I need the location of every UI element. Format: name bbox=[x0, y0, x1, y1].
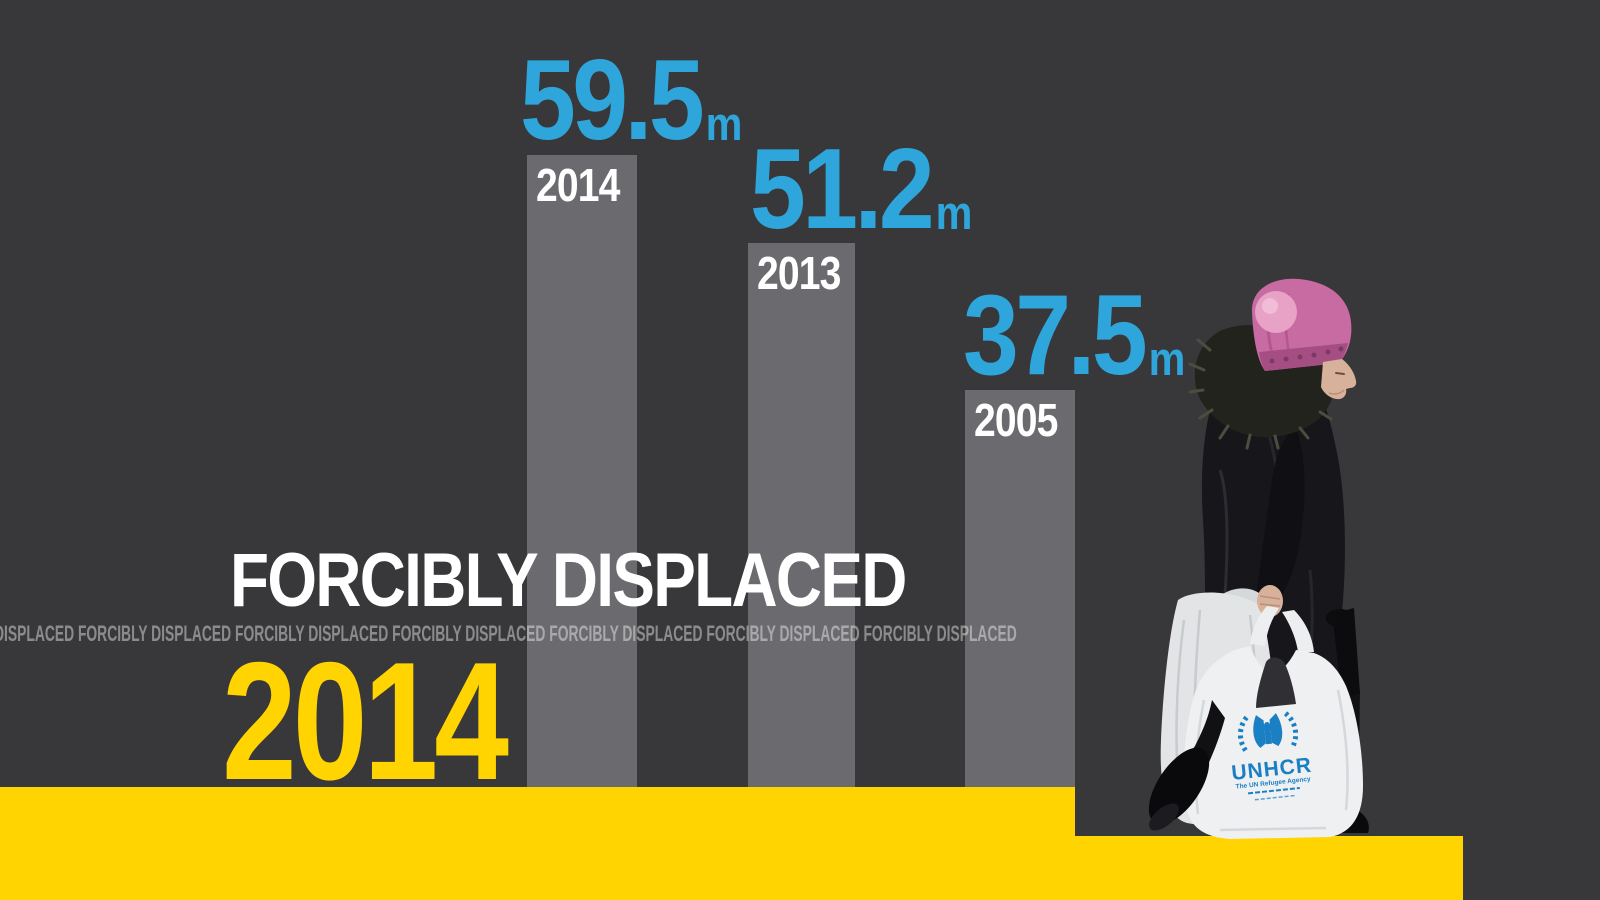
value-label-2005: 37.5 m bbox=[963, 279, 1185, 393]
bar-2005-year-label: 2005 bbox=[974, 394, 1058, 446]
coat-sleeve bbox=[1256, 428, 1305, 602]
bar-2014: 2014 bbox=[527, 155, 637, 787]
bag-handle-hole bbox=[1256, 657, 1296, 708]
bar-2013: 2013 bbox=[748, 243, 855, 787]
bar-2005: 2005 bbox=[965, 390, 1075, 787]
value-label-2013: 51.2 m bbox=[750, 133, 972, 247]
value-label-2014: 59.5 m bbox=[520, 44, 742, 158]
yellow-ground-step bbox=[1075, 836, 1463, 900]
pom-pom bbox=[1255, 291, 1297, 333]
front-shoe bbox=[1148, 747, 1210, 825]
face bbox=[1321, 359, 1357, 400]
repeated-ticker-text: DISPLACED FORCIBLY DISPLACED FORCIBLY DI… bbox=[0, 621, 1017, 646]
value-number: 37.5 bbox=[963, 272, 1148, 399]
highlight-year: 2014 bbox=[222, 627, 509, 815]
front-leg bbox=[1148, 700, 1225, 831]
value-unit: m bbox=[1148, 332, 1186, 385]
eye bbox=[1335, 372, 1345, 375]
yellow-ground-band bbox=[0, 787, 1075, 900]
coat-belt bbox=[1332, 608, 1360, 698]
value-unit: m bbox=[935, 186, 973, 239]
photo-woman-with-unhcr-bags: UNHCR The UN Refugee Agency bbox=[1148, 278, 1369, 839]
pink-beanie bbox=[1251, 278, 1352, 371]
unhcr-bag-front: UNHCR The UN Refugee Agency bbox=[1183, 606, 1363, 839]
value-number: 51.2 bbox=[750, 126, 935, 253]
unhcr-logo-icon: UNHCR The UN Refugee Agency bbox=[1230, 709, 1313, 801]
bar-2013-year-label: 2013 bbox=[757, 247, 841, 299]
value-number: 59.5 bbox=[520, 37, 705, 164]
value-unit: m bbox=[705, 97, 743, 150]
bar-2014-year-label: 2014 bbox=[536, 159, 620, 211]
page-title: FORCIBLY DISPLACED bbox=[230, 538, 907, 623]
